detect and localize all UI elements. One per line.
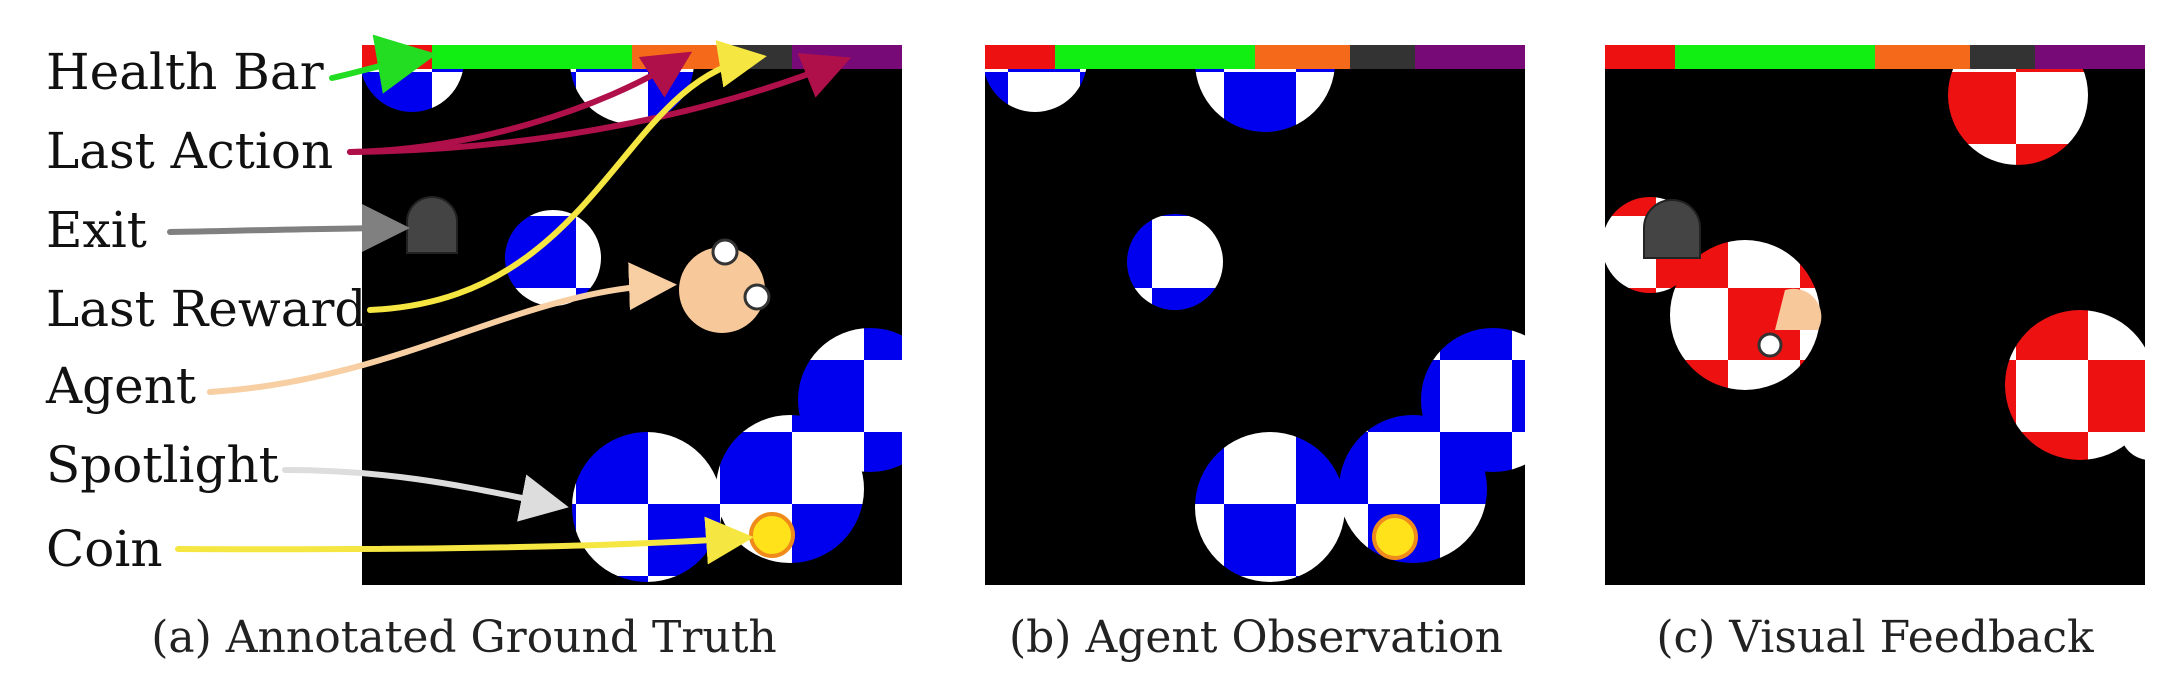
agent-arrow bbox=[207, 262, 677, 395]
spotlight-right bbox=[2005, 310, 2145, 460]
hud-bar-b bbox=[985, 45, 1525, 69]
coin-arrow bbox=[175, 516, 754, 565]
exit-icon bbox=[406, 196, 458, 254]
spotlight-small bbox=[505, 210, 601, 306]
label-health-bar: Health Bar bbox=[46, 43, 324, 101]
spotlight-top-right bbox=[1948, 45, 2088, 165]
last-action-arrow-2 bbox=[347, 53, 852, 155]
panel-captions: (a) Annotated Ground Truth (b) Agent Obs… bbox=[151, 612, 2094, 663]
spotlight-bottom-left bbox=[1195, 432, 1345, 582]
spotlight-center bbox=[1670, 240, 1820, 390]
agent-eye-icon bbox=[1757, 332, 1783, 358]
label-last-reward: Last Reward bbox=[46, 280, 366, 338]
exit-icon bbox=[1643, 199, 1701, 259]
coin-icon bbox=[749, 512, 795, 558]
agent-partial-icon bbox=[1775, 288, 1822, 330]
spotlight-small bbox=[1127, 214, 1223, 310]
exit-arrow bbox=[167, 204, 410, 253]
last-reward-arrow bbox=[367, 40, 767, 313]
caption-a: (a) Annotated Ground Truth bbox=[151, 612, 777, 663]
spotlight-arrow bbox=[282, 467, 569, 522]
coin-icon bbox=[1372, 514, 1418, 560]
spotlight-bottom-left bbox=[572, 432, 722, 582]
annotation-labels: Health Bar Last Action Exit Last Reward … bbox=[45, 43, 366, 578]
hud-bar-c bbox=[1605, 45, 2145, 69]
panel-b-observation bbox=[985, 45, 1525, 585]
spotlight-right-edge bbox=[2120, 400, 2145, 460]
panel-a-ground-truth bbox=[362, 45, 902, 585]
label-agent: Agent bbox=[45, 357, 196, 415]
agent-icon bbox=[679, 238, 771, 333]
label-last-action: Last Action bbox=[46, 122, 333, 180]
label-exit: Exit bbox=[46, 201, 147, 259]
annotation-arrows bbox=[167, 34, 852, 565]
label-coin: Coin bbox=[46, 520, 163, 578]
hud-bar-a bbox=[362, 45, 902, 69]
caption-c: (c) Visual Feedback bbox=[1656, 612, 2094, 663]
panel-c-visual-feedback bbox=[1605, 45, 2145, 585]
label-spotlight: Spotlight bbox=[46, 436, 279, 494]
health-bar-arrow bbox=[329, 34, 437, 94]
caption-b: (b) Agent Observation bbox=[1009, 612, 1503, 663]
